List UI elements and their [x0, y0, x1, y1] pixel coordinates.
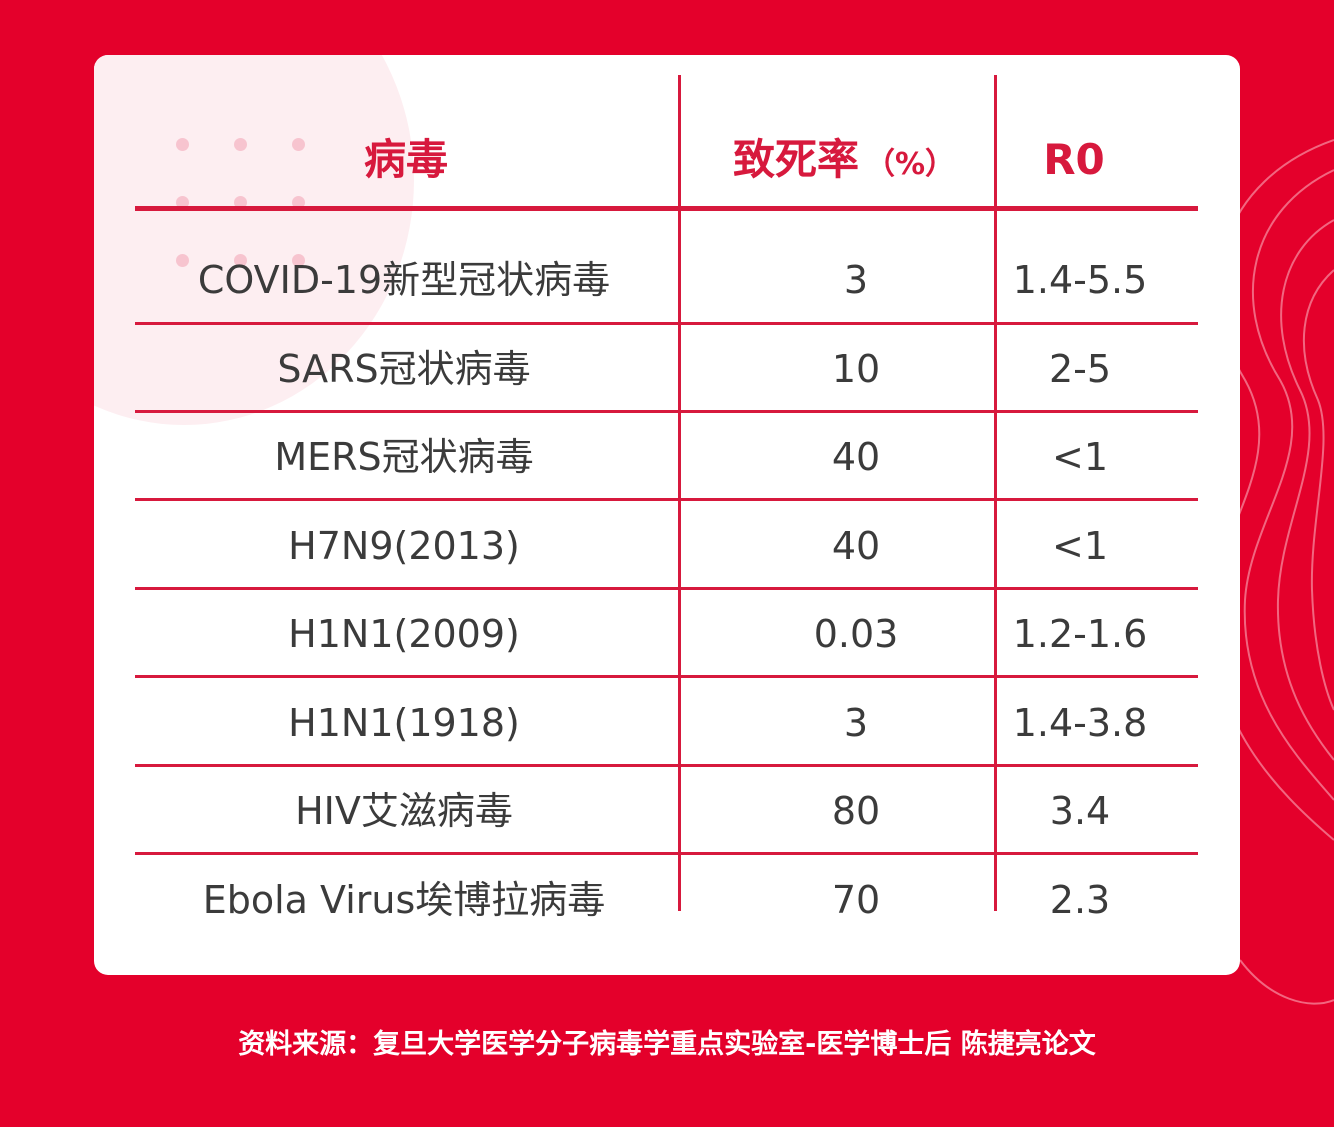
cell-virus: H1N1(1918) [288, 701, 520, 745]
cell-r0: 1.4-3.8 [1012, 701, 1148, 745]
cell-fatality: 70 [831, 878, 881, 922]
header-r0: R0 [1043, 135, 1105, 184]
decorative-dot [176, 196, 189, 209]
cell-r0: 3.4 [1049, 789, 1111, 833]
cell-fatality: 3 [843, 258, 869, 302]
row-divider [135, 498, 1198, 501]
header-fatality-unit: （%） [864, 147, 956, 182]
cell-r0: 1.4-5.5 [1012, 258, 1148, 302]
cell-r0: 2.3 [1049, 878, 1111, 922]
cell-virus: MERS冠状病毒 [274, 435, 534, 479]
header-fatality-label: 致死率 [732, 135, 859, 184]
row-divider [135, 322, 1198, 325]
cell-virus: Ebola Virus埃博拉病毒 [202, 878, 606, 922]
decorative-dot [176, 254, 189, 267]
table-card: 病毒 致死率 （%） R0 COVID-19新型冠状病毒 3 1.4-5.5 SA… [94, 55, 1240, 975]
cell-virus: H7N9(2013) [288, 524, 520, 568]
decorative-dot [292, 138, 305, 151]
column-divider [994, 75, 997, 911]
cell-virus: COVID-19新型冠状病毒 [197, 258, 611, 302]
decorative-dot [292, 254, 305, 267]
cell-fatality: 40 [831, 524, 881, 568]
cell-r0: 1.2-1.6 [1012, 612, 1148, 656]
row-divider [135, 587, 1198, 590]
row-divider [135, 410, 1198, 413]
row-divider [135, 764, 1198, 767]
row-divider [135, 675, 1198, 678]
cell-r0: <1 [1051, 435, 1109, 479]
cell-r0: 2-5 [1048, 347, 1112, 391]
cell-virus: SARS冠状病毒 [277, 347, 531, 391]
decorative-dot [176, 138, 189, 151]
cell-virus: HIV艾滋病毒 [295, 789, 513, 833]
row-divider [135, 852, 1198, 855]
decorative-dot [234, 196, 247, 209]
source-note: 资料来源：复旦大学医学分子病毒学重点实验室-医学博士后 陈捷亮论文 [238, 1029, 1096, 1060]
header-fatality: 致死率 （%） [694, 130, 994, 190]
header-virus: 病毒 [363, 135, 448, 184]
cell-virus: H1N1(2009) [288, 612, 520, 656]
cell-fatality: 80 [831, 789, 881, 833]
decorative-dot [234, 138, 247, 151]
cell-fatality: 10 [831, 347, 881, 391]
decorative-dot [292, 196, 305, 209]
cell-fatality: 40 [831, 435, 881, 479]
cell-r0: <1 [1051, 524, 1109, 568]
cell-fatality: 3 [843, 701, 869, 745]
decorative-dot [234, 254, 247, 267]
column-divider [678, 75, 681, 911]
header-divider [135, 206, 1198, 211]
cell-fatality: 0.03 [813, 612, 899, 656]
